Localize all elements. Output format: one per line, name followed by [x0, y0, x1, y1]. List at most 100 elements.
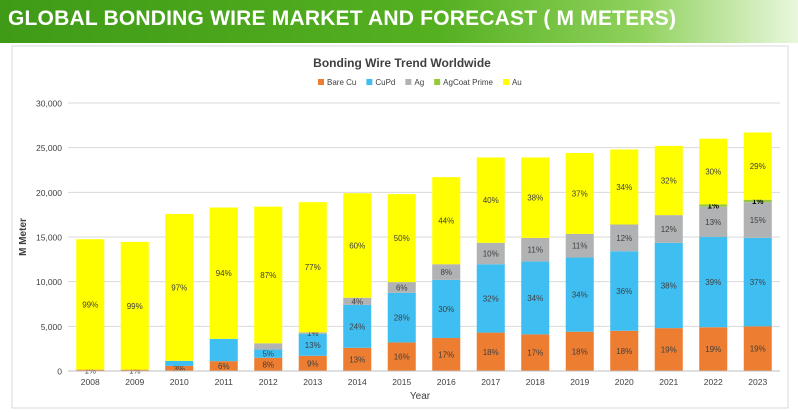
x-tick-label: 2013 — [303, 377, 322, 387]
data-label: 6% — [396, 283, 408, 292]
bar-segment — [610, 149, 639, 225]
x-tick-label: 2019 — [570, 377, 589, 387]
data-label: 4% — [351, 297, 363, 306]
bar-segment — [432, 177, 461, 265]
data-label: 1% — [752, 197, 764, 206]
data-label: 94% — [216, 269, 232, 278]
bar-segment — [387, 282, 416, 293]
x-tick-label: 2010 — [170, 377, 189, 387]
y-tick-label: 0 — [57, 367, 62, 377]
bar-segment — [476, 264, 505, 333]
x-axis: 2008 2009 2010 2011 2012 2013 2014 2015 2016 2017… — [68, 370, 780, 387]
y-tick-label: 10,000 — [36, 277, 62, 287]
data-label: 34% — [527, 294, 543, 303]
data-label: 38% — [661, 281, 677, 290]
legend-swatch — [366, 79, 373, 85]
data-label: 16% — [394, 353, 410, 362]
x-tick-label: 2014 — [348, 377, 367, 387]
bar-segment — [432, 337, 461, 371]
title-banner: GLOBAL BONDING WIRE MARKET AND FORECAST … — [0, 0, 798, 43]
data-label: 29% — [750, 162, 766, 171]
x-tick-label: 2018 — [526, 377, 545, 387]
bar-segment — [387, 342, 416, 371]
data-label: 1% — [307, 329, 319, 338]
data-label: 32% — [661, 176, 677, 185]
x-tick-label: 2021 — [659, 377, 678, 387]
data-label: 24% — [349, 322, 365, 331]
legend-swatch — [318, 79, 324, 85]
bar-segment — [743, 202, 772, 238]
legend-swatch — [405, 79, 412, 85]
data-label: 18% — [483, 348, 499, 357]
data-label: 39% — [705, 278, 721, 287]
data-label: 32% — [483, 294, 499, 303]
data-label: 12% — [661, 225, 677, 234]
y-tick-label: 30,000 — [36, 99, 62, 109]
bar-segment — [476, 332, 505, 371]
data-label: 1% — [707, 201, 719, 210]
bar-segment — [298, 333, 327, 356]
bar-segment — [654, 328, 683, 371]
chart-title: Bonding Wire Trend Worldwide — [313, 56, 491, 70]
bar-segment — [120, 241, 149, 370]
bar-segment — [476, 242, 505, 265]
y-tick-label: 25,000 — [36, 143, 62, 153]
data-label: 13% — [705, 218, 721, 227]
x-tick-label: 2020 — [615, 377, 634, 387]
bar-segment — [565, 331, 594, 371]
bar-segment — [610, 251, 639, 331]
bar-segment — [699, 138, 728, 205]
x-tick-label: 2017 — [481, 377, 500, 387]
bar-segment — [254, 357, 283, 371]
bar-segment — [521, 261, 550, 335]
bar-segment — [343, 347, 372, 371]
data-label: 50% — [394, 234, 410, 243]
banner-title: GLOBAL BONDING WIRE MARKET AND FORECAST … — [8, 7, 677, 30]
y-tick-label: 20,000 — [36, 188, 62, 198]
x-tick-label: 2016 — [437, 377, 456, 387]
data-label: 6% — [218, 362, 230, 371]
x-tick-label: 2009 — [125, 377, 144, 387]
y-axis-label: M Meter — [18, 218, 29, 256]
bar-segment — [610, 330, 639, 371]
data-label: 77% — [305, 263, 321, 272]
data-label: 9% — [307, 359, 319, 368]
bar-segment — [699, 206, 728, 237]
x-tick-label: 2023 — [748, 377, 767, 387]
data-label: 34% — [572, 291, 588, 300]
bar-segment — [343, 193, 372, 298]
data-label: 11% — [528, 246, 543, 255]
bar-segment — [209, 361, 238, 371]
bar-segment — [476, 157, 505, 243]
bar-segment — [165, 365, 194, 371]
bar-segment — [254, 343, 283, 350]
bar-segment — [209, 207, 238, 339]
bar-segment — [298, 355, 327, 371]
bar-segment — [432, 279, 461, 338]
data-label: 38% — [527, 194, 543, 203]
data-label: 17% — [438, 350, 454, 359]
bar-segment — [165, 213, 194, 361]
data-label: 13% — [305, 341, 321, 350]
data-label: 19% — [750, 345, 766, 354]
bar-segment — [699, 327, 728, 371]
bar-segment — [209, 338, 238, 362]
bar-segment — [254, 206, 283, 344]
data-label: 3% — [173, 364, 185, 373]
legend-swatch — [502, 79, 509, 85]
x-tick-label: 2011 — [215, 377, 234, 387]
bar-segment — [743, 199, 772, 203]
data-label: 36% — [616, 287, 632, 296]
data-label: 34% — [616, 183, 632, 192]
legend-label: AgCoat Prime — [443, 78, 493, 87]
data-label: 8% — [262, 360, 274, 369]
data-label: 10% — [483, 250, 499, 259]
bar-segment — [165, 360, 194, 366]
data-label: 17% — [527, 349, 543, 358]
bar-segment — [654, 242, 683, 329]
data-label: 13% — [349, 355, 365, 364]
x-tick-label: 2022 — [704, 377, 723, 387]
data-label: 99% — [82, 300, 98, 309]
bars: 1%99%1%99%3%97%6%94%8%5%87%9%13%1%77%13%… — [76, 132, 772, 375]
data-label: 8% — [440, 268, 452, 277]
